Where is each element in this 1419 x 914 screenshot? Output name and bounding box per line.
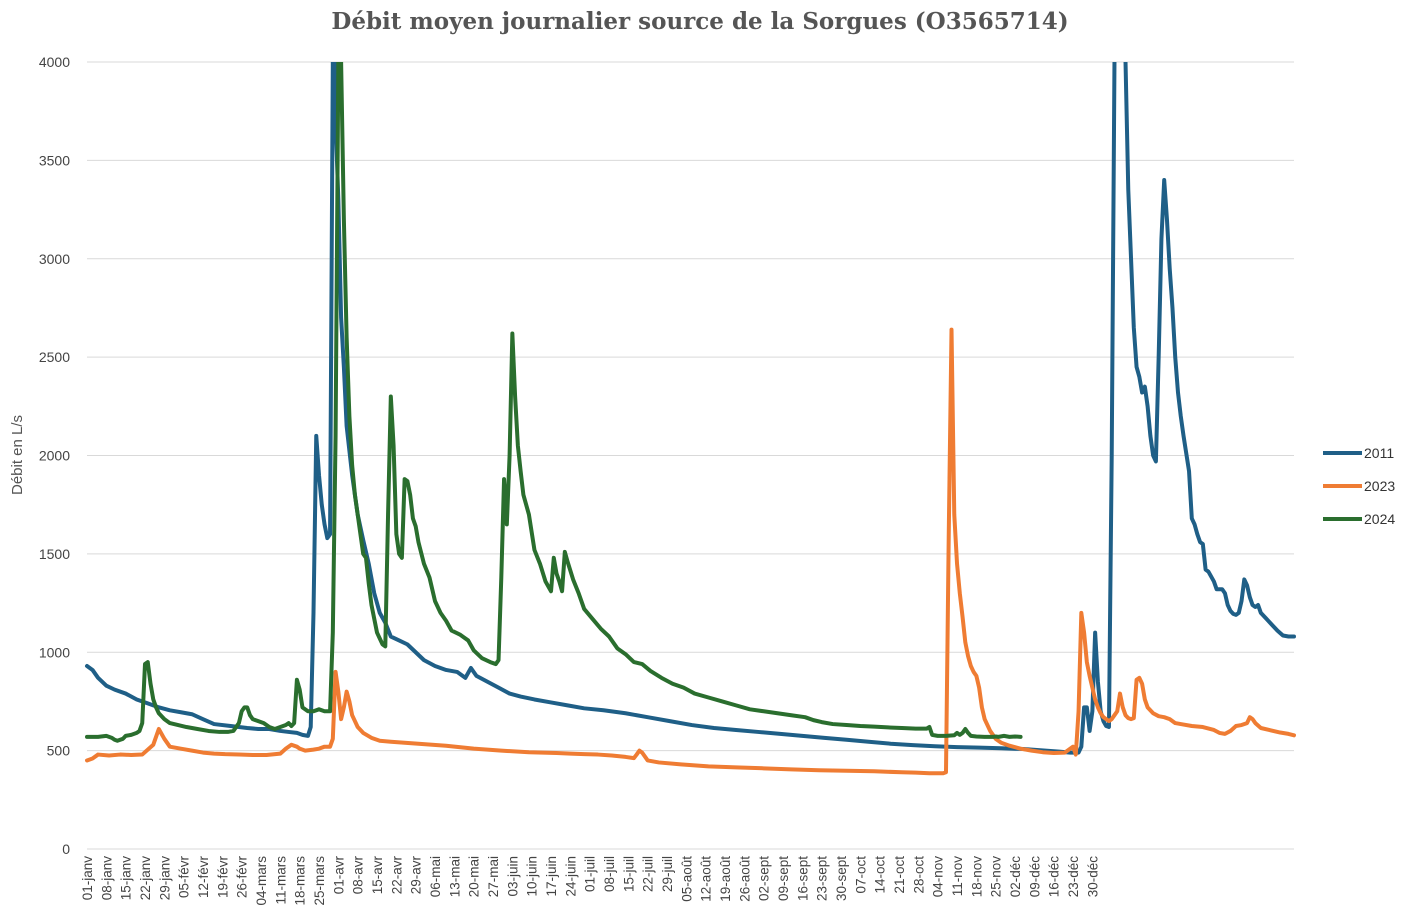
x-tick-label: 05-août <box>679 856 694 902</box>
x-tick-label: 25-nov <box>989 856 1004 898</box>
legend-label: 2023 <box>1364 478 1395 494</box>
x-axis-ticks: 01-janv 08-janv 15-janv 22-janv 29-janv 05-fé… <box>80 855 1100 905</box>
x-tick-label: 12-févr <box>196 856 211 899</box>
y-tick-label: 2500 <box>39 349 70 365</box>
series-line-2024 <box>85 62 1023 743</box>
y-tick-label: 0 <box>62 841 70 857</box>
x-tick-label: 19-févr <box>215 856 230 899</box>
x-tick-label: 01-juil <box>583 856 598 892</box>
y-tick-label: 1500 <box>39 546 70 562</box>
x-tick-label: 01-janv <box>80 856 95 901</box>
x-tick-label: 22-janv <box>138 856 153 901</box>
x-tick-label: 12-août <box>699 856 714 902</box>
x-tick-label: 07-oct <box>853 856 868 894</box>
x-tick-label: 27-mai <box>486 856 501 897</box>
x-tick-label: 16-déc <box>1047 856 1062 898</box>
x-tick-label: 09-déc <box>1027 856 1042 898</box>
x-tick-label: 23-sept <box>815 856 830 901</box>
x-tick-label: 08-janv <box>99 856 114 901</box>
series-lines <box>85 62 1296 776</box>
x-tick-label: 02-sept <box>757 856 772 901</box>
x-tick-label: 03-juin <box>505 856 520 897</box>
x-tick-label: 15-juil <box>621 856 636 892</box>
x-tick-label: 15-janv <box>119 856 134 901</box>
x-tick-label: 26-août <box>737 856 752 902</box>
y-tick-label: 1000 <box>39 644 70 660</box>
x-tick-label: 08-avr <box>351 855 366 894</box>
y-axis-ticks: 0 500 1000 1500 2000 2500 3000 3500 4000 <box>39 54 70 857</box>
x-tick-label: 11-nov <box>950 856 965 897</box>
x-tick-label: 29-avr <box>409 855 424 894</box>
x-tick-label: 24-juin <box>563 856 578 897</box>
x-tick-label: 22-juil <box>641 856 656 892</box>
x-tick-label: 15-avr <box>370 855 385 894</box>
legend-label: 2011 <box>1364 445 1394 461</box>
x-tick-label: 18-nov <box>969 856 984 898</box>
x-tick-label: 29-janv <box>157 856 172 901</box>
x-tick-label: 19-août <box>718 856 733 902</box>
x-tick-label: 26-févr <box>235 856 250 899</box>
x-tick-label: 17-juin <box>544 856 559 897</box>
y-tick-label: 3500 <box>39 152 70 168</box>
x-tick-label: 08-juil <box>602 856 617 892</box>
x-tick-label: 28-oct <box>911 856 926 894</box>
x-tick-label: 05-févr <box>177 856 192 899</box>
x-tick-label: 16-sept <box>795 856 810 901</box>
y-tick-label: 4000 <box>39 54 70 70</box>
x-tick-label: 22-avr <box>389 855 404 894</box>
legend-label: 2024 <box>1364 511 1395 527</box>
x-tick-label: 23-déc <box>1066 856 1081 898</box>
x-tick-label: 04-nov <box>931 856 946 898</box>
y-tick-label: 500 <box>47 743 71 759</box>
chart-title: Débit moyen journalier source de la Sorg… <box>331 8 1069 35</box>
gridlines <box>87 61 1294 850</box>
x-tick-label: 01-avr <box>331 855 346 894</box>
x-tick-label: 10-juin <box>525 856 540 897</box>
x-tick-label: 14-oct <box>873 856 888 894</box>
x-tick-label: 21-oct <box>892 856 907 894</box>
x-tick-label: 11-mars <box>273 856 288 905</box>
legend: 2011 2023 2024 <box>1323 445 1395 527</box>
x-tick-label: 29-juil <box>660 856 675 892</box>
series-line-2023 <box>85 327 1296 776</box>
y-axis-label: Débit en L/s <box>9 415 26 495</box>
y-tick-label: 3000 <box>39 251 70 267</box>
x-tick-label: 20-mai <box>467 856 482 897</box>
x-tick-label: 02-déc <box>1008 856 1023 898</box>
x-tick-label: 25-mars <box>312 856 327 906</box>
y-tick-label: 2000 <box>39 448 70 464</box>
x-tick-label: 04-mars <box>254 856 269 906</box>
x-tick-label: 09-sept <box>776 856 791 901</box>
series-line-2011 <box>85 62 1296 755</box>
x-tick-label: 30-déc <box>1085 856 1100 898</box>
x-tick-label: 30-sept <box>834 856 849 901</box>
x-tick-label: 13-mai <box>447 856 462 897</box>
x-tick-label: 06-mai <box>428 856 443 897</box>
x-tick-label: 18-mars <box>293 856 308 906</box>
